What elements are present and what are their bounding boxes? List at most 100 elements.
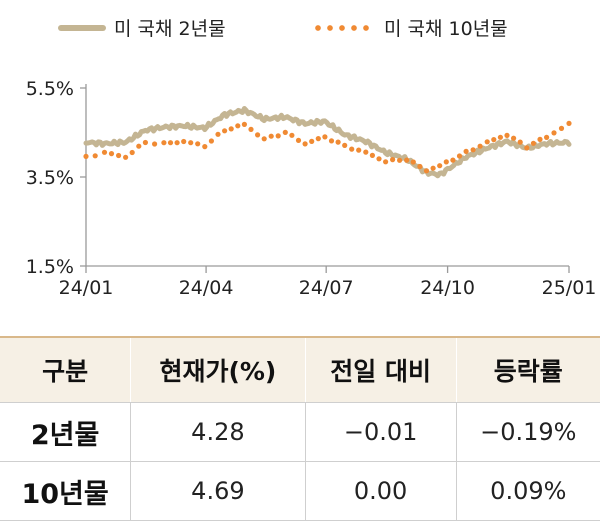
series-line-2y [83,106,572,179]
series-dot-10y [101,149,108,155]
series-dot-10y [202,144,208,150]
series-dot-10y [123,154,129,160]
x-tick-label: 24/04 [179,277,234,299]
series-dot-10y [116,152,122,159]
header-current: 현재가(%) [130,336,306,403]
series-dot-10y [404,157,410,163]
row-2y-label: 2년물 [0,402,131,462]
series-dot-10y [92,153,98,159]
series-dot-10y [342,142,348,148]
row-10y-current: 4.69 [130,461,306,521]
row-10y-label: 10년물 [0,461,131,521]
series-dot-10y [450,157,456,163]
series-dot-10y [383,159,389,165]
series-dot-10y [174,140,180,146]
row-2y-rate: −0.19% [455,402,600,462]
series-dot-10y [363,149,369,155]
table-header-row: 구분 현재가(%) 전일 대비 등락률 [0,336,600,403]
series-dot-10y [228,126,234,132]
series-dot-10y [142,139,148,146]
chart-legend: 미 국채 2년물 미 국채 10년물 [0,14,600,42]
series-dot-10y [161,140,167,146]
series-dot-10y [241,121,247,127]
series-dot-10y [275,133,281,139]
series-dot-10y [410,159,416,165]
legend-item-10y: 미 국채 10년물 [312,14,508,41]
series-dot-10y [477,143,483,149]
x-tick-label: 24/07 [299,277,354,299]
series-dot-10y [530,140,537,146]
header-category: 구분 [0,336,131,403]
x-tick-label: 25/01 [542,277,597,299]
series-dot-10y [255,132,261,138]
series-dot-10y [356,147,362,153]
series-dot-10y [268,133,274,139]
series-dot-10y [456,153,463,159]
series-dot-10y [289,132,295,138]
series-dot-10y [302,141,308,147]
series-dot-10y [504,132,510,138]
series-dot-10y [491,137,497,143]
row-10y-change: 0.00 [304,461,457,521]
series-dot-10y [335,139,341,145]
series-dot-10y [188,140,194,146]
series-dot-10y [517,139,523,145]
series-dot-10y [248,126,254,132]
series-dot-10y [437,163,443,169]
series-dot-10y [129,149,135,156]
legend-item-2y: 미 국채 2년물 [58,14,226,41]
series-dot-10y [390,157,396,163]
legend-swatch-10y [312,24,372,31]
series-dot-10y [152,141,158,147]
series-dot-10y [470,147,476,153]
row-2y-current: 4.28 [130,402,306,462]
series-dot-10y [537,136,543,142]
series-dot-10y [463,148,469,154]
series-dot-10y [369,152,375,158]
header-change: 전일 대비 [304,336,457,403]
legend-label-10y: 미 국채 10년물 [384,18,508,40]
series-dot-10y [349,146,355,152]
y-tick-label: 3.5% [26,167,74,189]
table-row: 2년물 4.28 −0.01 −0.19% [0,402,600,462]
y-tick-label: 1.5% [26,256,74,278]
series-dot-10y [195,141,201,147]
series-dot-10y [309,138,315,144]
series-dot-10y [136,143,142,149]
yield-line-chart: 5.5% 3.5% 1.5%24/01 24/04 24/07 24/10 25/01 [26,78,597,299]
series-dot-10y [235,123,241,129]
x-tick-label: 24/10 [420,277,475,299]
series-dot-10y [295,137,302,143]
series-dot-10y [397,157,403,163]
series-dot-10y [222,128,228,134]
yield-table: 구분 현재가(%) 전일 대비 등락률 2년물 4.28 −0.01 −0.19… [0,336,600,521]
header-change-rate: 등락률 [455,336,600,403]
series-dot-10y [510,135,517,141]
series-dot-10y [108,151,115,157]
series-dot-10y [167,140,174,146]
series-dot-10y [423,168,430,174]
series-dot-10y [315,136,321,142]
series-dot-10y [417,163,423,170]
series-dot-10y [551,130,557,136]
series-dot-10y [181,138,187,145]
series-dot-10y [484,139,490,145]
y-tick-label: 5.5% [26,78,74,100]
series-dot-10y [497,134,503,140]
series-dot-10y [328,138,335,144]
row-10y-rate: 0.09% [455,461,600,521]
series-dot-10y [322,134,328,140]
series-dot-10y [430,165,436,171]
series-dot-10y [215,131,221,137]
series-dot-10y [208,138,214,144]
series-dot-10y [524,145,530,151]
legend-swatch-2y [58,24,106,31]
series-dot-10y [282,129,288,135]
row-2y-change: −0.01 [304,402,457,462]
series-dot-10y [83,153,89,159]
series-dot-10y [558,125,565,131]
series-dot-10y [443,159,449,165]
series-dot-10y [261,136,267,142]
series-dot-10y [376,156,382,162]
series-dot-10y [544,134,550,140]
